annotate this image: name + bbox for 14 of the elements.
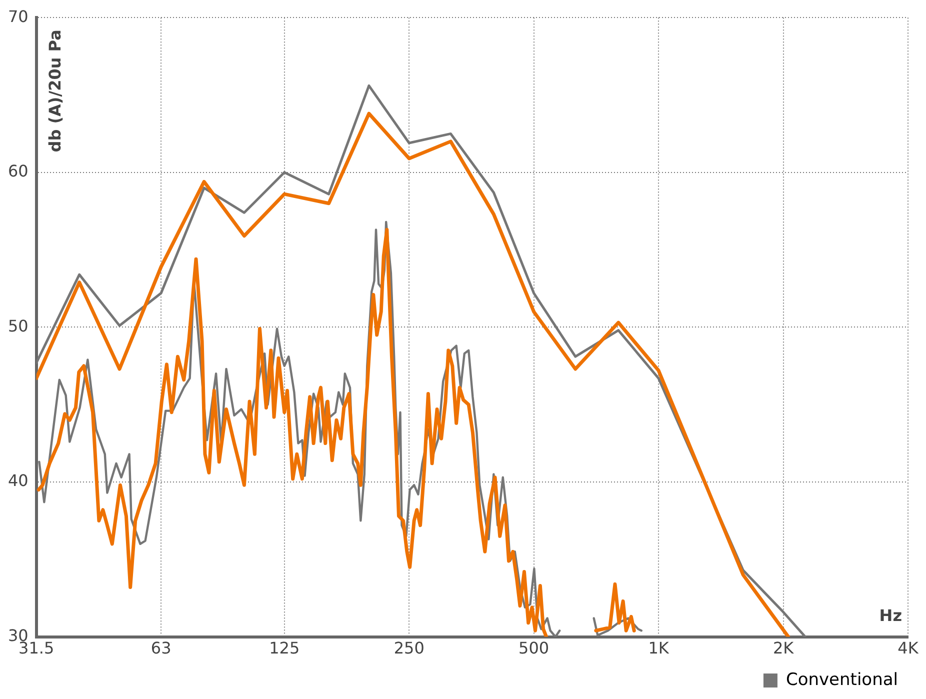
x-tick-label: 4K <box>898 638 919 658</box>
x-tick-label: 63 <box>150 638 172 658</box>
x-tick-label: 125 <box>269 638 300 658</box>
x-tick-label: 2K <box>772 638 794 658</box>
x-tick-label: 500 <box>518 638 550 658</box>
x-axis-title: Hz <box>879 606 902 625</box>
y-axis-title: db (A)/20u Pa <box>46 30 65 152</box>
x-tick-label: 250 <box>394 638 424 658</box>
legend-label: Conventional <box>786 670 898 690</box>
y-tick-label: 60 <box>8 162 28 181</box>
x-tick-label: 1K <box>648 638 670 658</box>
y-tick-label: 40 <box>8 471 28 490</box>
y-tick-label: 50 <box>8 316 28 336</box>
y-tick-label: 70 <box>8 6 28 26</box>
